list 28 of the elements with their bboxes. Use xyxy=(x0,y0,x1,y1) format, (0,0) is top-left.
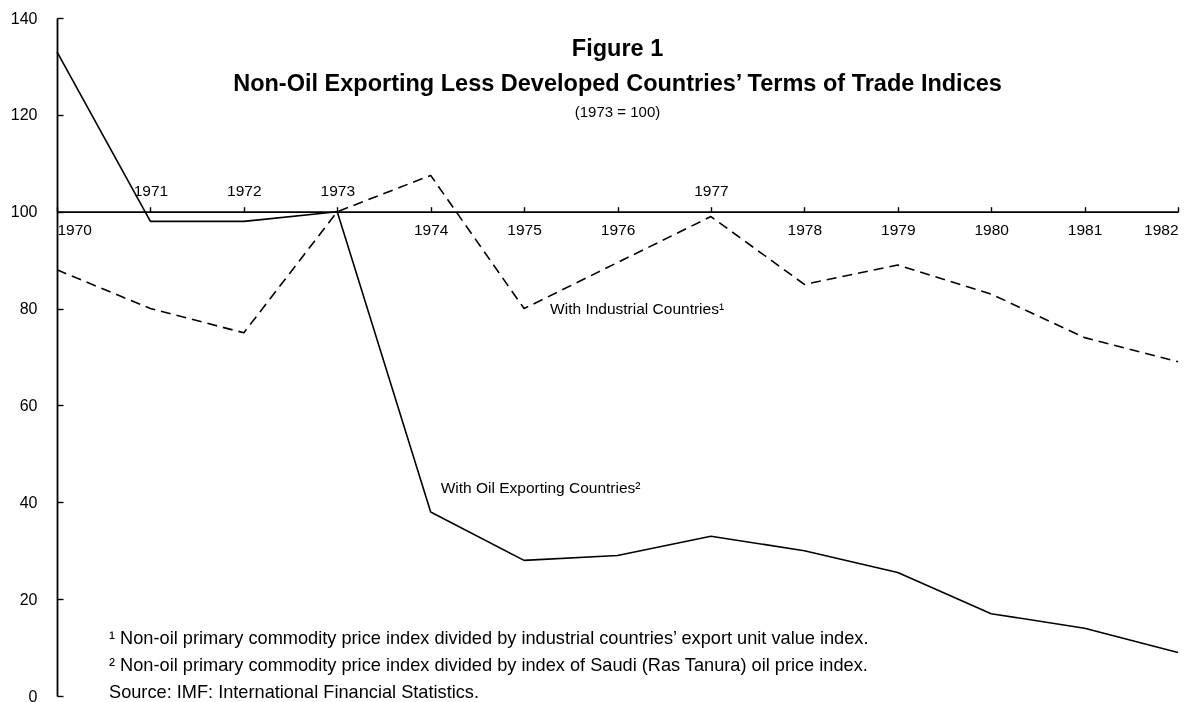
annotation: With Industrial Countries¹ xyxy=(550,299,725,317)
y-tick-label: 0 xyxy=(28,687,38,702)
x-tick-label: 1979 xyxy=(881,221,916,239)
x-tick-label: 1982 xyxy=(1144,221,1179,239)
x-tick-label: 1973 xyxy=(320,181,355,199)
x-tick-label: 1981 xyxy=(1067,221,1103,239)
y-tick-label: 120 xyxy=(10,106,38,124)
y-tick-label: 20 xyxy=(19,590,38,608)
y-tick-label: 80 xyxy=(19,300,38,318)
text: (1973 = 100) xyxy=(574,103,661,120)
y-tick-label: 60 xyxy=(19,396,38,414)
annotation: ² Non-oil primary commodity price index divided by index of Saudi (Ras Tanura) oil price index. xyxy=(109,655,868,675)
x-tick-label: 1971 xyxy=(133,181,169,199)
y-tick-label: 100 xyxy=(10,203,38,221)
x-tick-label: 1972 xyxy=(227,181,262,199)
x-tick-label: 1980 xyxy=(974,221,1010,239)
text: Figure 1 Non-Oil Exporting Less Developed Countries’ Terms of Trade Indices xyxy=(233,34,1002,96)
x-tick-label: 1970 xyxy=(57,221,93,239)
y-tick-label: 140 xyxy=(10,9,38,27)
x-tick-label: 1976 xyxy=(600,221,636,239)
annotation: With Oil Exporting Countries² xyxy=(440,479,641,497)
x-tick-label: 1975 xyxy=(507,221,542,239)
y-tick-label: 40 xyxy=(19,493,38,511)
annotation: Source: IMF: International Financial Statistics. xyxy=(109,682,479,702)
x-tick-label: 1978 xyxy=(787,221,823,239)
x-tick-label: 1977 xyxy=(694,181,729,199)
annotation: ¹ Non-oil primary commodity price index divided by industrial countries’ export unit value index. xyxy=(109,628,869,648)
x-tick-label: 1974 xyxy=(413,221,449,239)
